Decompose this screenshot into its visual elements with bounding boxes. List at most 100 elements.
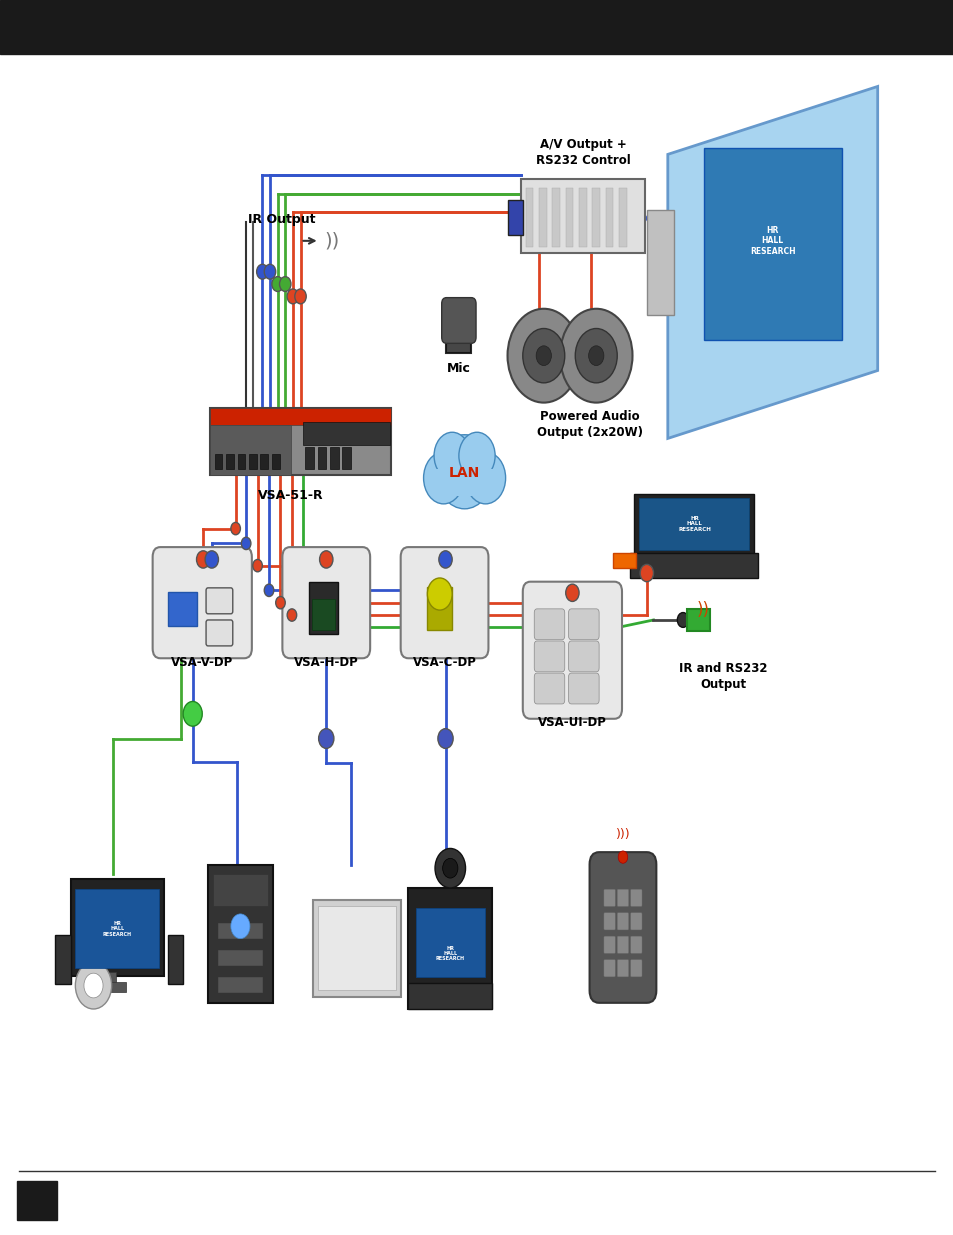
Circle shape <box>435 848 465 888</box>
Text: ))): ))) <box>615 829 630 841</box>
Circle shape <box>437 729 453 748</box>
Circle shape <box>275 597 285 609</box>
Bar <box>508 200 522 235</box>
Circle shape <box>272 277 283 291</box>
Circle shape <box>565 584 578 601</box>
FancyBboxPatch shape <box>603 889 615 906</box>
Text: Powered Audio
Output (2x20W): Powered Audio Output (2x20W) <box>536 410 642 438</box>
Circle shape <box>84 973 103 998</box>
Bar <box>303 422 390 445</box>
Bar <box>305 447 314 469</box>
Circle shape <box>588 346 603 366</box>
Text: HR
HALL
RESEARCH: HR HALL RESEARCH <box>678 516 710 531</box>
Bar <box>312 599 335 630</box>
Circle shape <box>75 962 112 1009</box>
FancyBboxPatch shape <box>534 673 564 704</box>
Bar <box>71 879 164 976</box>
Bar <box>317 906 395 990</box>
Text: )): )) <box>696 601 709 619</box>
Bar <box>525 188 533 247</box>
Circle shape <box>264 264 275 279</box>
FancyBboxPatch shape <box>568 641 598 672</box>
Bar <box>416 908 484 977</box>
Circle shape <box>231 914 250 939</box>
FancyBboxPatch shape <box>206 620 233 646</box>
Text: HR
HALL
RESEARCH: HR HALL RESEARCH <box>103 921 132 936</box>
Text: HR
HALL
RESEARCH: HR HALL RESEARCH <box>436 946 464 961</box>
Text: HR
HALL
RESEARCH: HR HALL RESEARCH <box>749 226 795 256</box>
Bar <box>249 454 256 469</box>
Bar <box>226 454 233 469</box>
Circle shape <box>253 559 262 572</box>
Circle shape <box>318 729 334 748</box>
Circle shape <box>256 264 268 279</box>
Bar <box>210 408 391 425</box>
Text: LAN: LAN <box>449 466 479 480</box>
Bar <box>55 935 71 984</box>
Bar <box>213 874 268 906</box>
FancyBboxPatch shape <box>617 936 628 953</box>
Text: )): )) <box>324 231 339 251</box>
Bar <box>214 454 222 469</box>
Text: VSA-V-DP: VSA-V-DP <box>171 656 233 669</box>
Circle shape <box>507 309 579 403</box>
Bar <box>618 188 626 247</box>
Polygon shape <box>667 86 877 438</box>
Bar <box>565 188 573 247</box>
Circle shape <box>436 435 493 509</box>
Circle shape <box>319 551 333 568</box>
Circle shape <box>458 432 495 479</box>
Bar <box>446 304 471 353</box>
Bar <box>330 447 338 469</box>
Circle shape <box>423 452 463 504</box>
FancyBboxPatch shape <box>206 588 233 614</box>
Bar <box>686 609 709 631</box>
Bar <box>260 454 268 469</box>
FancyBboxPatch shape <box>603 936 615 953</box>
Text: Mic: Mic <box>446 362 471 375</box>
FancyBboxPatch shape <box>534 641 564 672</box>
Text: VSA-UI-DP: VSA-UI-DP <box>537 716 606 730</box>
Bar <box>578 188 586 247</box>
Text: IR Output: IR Output <box>248 212 314 226</box>
FancyBboxPatch shape <box>630 936 641 953</box>
Bar <box>210 408 391 475</box>
Text: VSA-51-R: VSA-51-R <box>258 489 323 503</box>
FancyBboxPatch shape <box>568 609 598 640</box>
Bar <box>101 982 126 992</box>
Bar <box>436 469 493 496</box>
FancyBboxPatch shape <box>568 673 598 704</box>
Bar <box>168 592 196 626</box>
Bar <box>272 454 279 469</box>
Circle shape <box>575 329 617 383</box>
Circle shape <box>618 851 627 863</box>
FancyBboxPatch shape <box>603 913 615 930</box>
Circle shape <box>196 551 210 568</box>
FancyBboxPatch shape <box>522 582 621 719</box>
Text: VSA-H-DP: VSA-H-DP <box>294 656 358 669</box>
Bar <box>217 977 263 993</box>
Bar <box>552 188 559 247</box>
Text: A/V Output +
RS232 Control: A/V Output + RS232 Control <box>535 138 630 167</box>
FancyBboxPatch shape <box>617 960 628 977</box>
Circle shape <box>434 432 470 479</box>
Circle shape <box>287 609 296 621</box>
Text: IR and RS232
Output: IR and RS232 Output <box>679 662 766 690</box>
Circle shape <box>465 452 505 504</box>
FancyBboxPatch shape <box>630 889 641 906</box>
FancyBboxPatch shape <box>534 609 564 640</box>
Bar <box>109 972 116 984</box>
Bar <box>317 447 326 469</box>
Circle shape <box>183 701 202 726</box>
Circle shape <box>205 551 218 568</box>
Bar <box>703 148 841 340</box>
Bar <box>427 587 452 630</box>
Circle shape <box>677 613 688 627</box>
FancyBboxPatch shape <box>617 913 628 930</box>
FancyBboxPatch shape <box>441 298 476 343</box>
Bar <box>408 983 492 1009</box>
Circle shape <box>522 329 564 383</box>
Circle shape <box>427 578 452 610</box>
FancyBboxPatch shape <box>630 913 641 930</box>
Bar <box>605 188 613 247</box>
